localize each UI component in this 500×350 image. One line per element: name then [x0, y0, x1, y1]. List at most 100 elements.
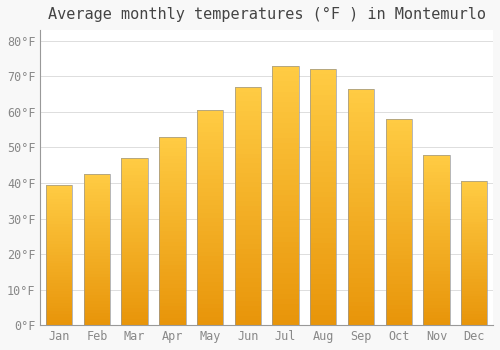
Bar	[234, 116, 261, 120]
Bar	[84, 234, 110, 238]
Bar	[46, 216, 72, 218]
Bar	[197, 170, 224, 175]
Bar	[310, 136, 336, 141]
Bar	[159, 231, 186, 235]
Bar	[46, 199, 72, 202]
Bar	[424, 219, 450, 223]
Bar	[461, 222, 487, 224]
Bar	[197, 188, 224, 192]
Bar	[122, 288, 148, 292]
Bar	[310, 289, 336, 294]
Bar	[159, 238, 186, 242]
Bar	[234, 321, 261, 325]
Bar	[84, 283, 110, 286]
Bar	[461, 184, 487, 187]
Title: Average monthly temperatures (°F ) in Montemurlo: Average monthly temperatures (°F ) in Mo…	[48, 7, 486, 22]
Bar	[386, 259, 412, 263]
Bar	[348, 287, 374, 292]
Bar	[122, 295, 148, 299]
Bar	[348, 292, 374, 297]
Bar	[386, 251, 412, 255]
Bar	[386, 272, 412, 276]
Bar	[310, 274, 336, 279]
Bar	[46, 317, 72, 320]
Bar	[424, 318, 450, 322]
Bar	[310, 69, 336, 74]
Bar	[348, 131, 374, 136]
Bar	[159, 163, 186, 167]
Bar	[197, 304, 224, 308]
Bar	[310, 120, 336, 126]
Bar	[234, 239, 261, 244]
Bar	[46, 311, 72, 314]
Bar	[234, 187, 261, 192]
Bar	[122, 202, 148, 205]
Bar	[386, 309, 412, 313]
Bar	[424, 294, 450, 298]
Bar	[424, 281, 450, 284]
Bar	[272, 86, 299, 92]
Bar	[159, 280, 186, 284]
Bar	[272, 299, 299, 304]
Bar	[310, 95, 336, 100]
Bar	[272, 66, 299, 71]
Bar	[386, 313, 412, 317]
Bar	[46, 244, 72, 246]
Bar	[122, 308, 148, 312]
Bar	[348, 169, 374, 174]
Bar	[310, 156, 336, 161]
Bar	[424, 271, 450, 274]
Bar	[234, 97, 261, 101]
Bar	[424, 315, 450, 318]
Bar	[46, 303, 72, 306]
Bar	[461, 290, 487, 294]
Bar	[46, 221, 72, 224]
Bar	[272, 107, 299, 112]
Bar	[348, 278, 374, 283]
Bar	[348, 226, 374, 231]
Bar	[310, 305, 336, 310]
Bar	[424, 202, 450, 206]
Bar	[46, 269, 72, 272]
Bar	[46, 264, 72, 266]
Bar	[197, 166, 224, 170]
Bar	[197, 153, 224, 158]
Bar	[461, 227, 487, 230]
Bar	[272, 149, 299, 154]
Bar	[272, 315, 299, 320]
Bar	[386, 144, 412, 148]
Bar	[348, 245, 374, 250]
Bar	[461, 198, 487, 201]
Bar	[234, 144, 261, 149]
Bar	[234, 149, 261, 154]
Bar	[84, 289, 110, 292]
Bar	[197, 132, 224, 136]
Bar	[386, 243, 412, 247]
Bar	[159, 174, 186, 178]
Bar	[159, 144, 186, 148]
Bar	[310, 141, 336, 146]
Bar	[272, 190, 299, 195]
Bar	[272, 128, 299, 133]
Bar	[234, 220, 261, 225]
Bar	[424, 209, 450, 212]
Bar	[424, 322, 450, 325]
Bar	[386, 185, 412, 189]
Bar	[159, 167, 186, 171]
Bar	[424, 278, 450, 281]
Bar	[424, 185, 450, 189]
Bar	[272, 175, 299, 180]
Bar	[386, 218, 412, 222]
Bar	[197, 256, 224, 261]
Bar	[348, 174, 374, 178]
Bar	[122, 161, 148, 165]
Bar	[461, 213, 487, 216]
Bar	[348, 212, 374, 216]
Bar	[159, 303, 186, 306]
Bar	[310, 284, 336, 289]
Bar	[310, 269, 336, 274]
Bar	[234, 163, 261, 168]
Bar	[197, 114, 224, 119]
Bar	[122, 245, 148, 248]
Bar	[84, 223, 110, 225]
